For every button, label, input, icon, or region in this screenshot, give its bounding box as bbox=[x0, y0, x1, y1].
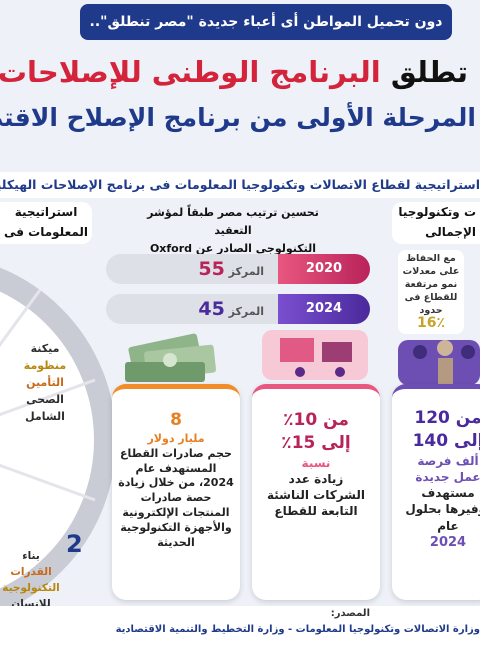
wheel-item: ميكنة منظومة التأمين الصحى الشامل bbox=[10, 340, 80, 425]
wheel-divider bbox=[0, 289, 42, 348]
title-line-2: المرحلة الأولى من برنامج الإصلاح الاقتصا… bbox=[0, 103, 476, 132]
wheel-item-line: الصحى bbox=[26, 393, 64, 406]
wheel-divider bbox=[0, 463, 96, 502]
card-unit: نسبة bbox=[301, 455, 331, 470]
left-header-line: استراتيجية bbox=[14, 205, 78, 219]
left-header-line: المعلومات فى bbox=[3, 225, 89, 239]
right-header-line: الإجمالى bbox=[425, 225, 476, 239]
card-year: 2024 bbox=[429, 534, 467, 550]
title-highlight: البرنامج الوطنى للإصلاحات الهيكلية bbox=[0, 55, 381, 89]
wheel-number: 2 bbox=[66, 530, 83, 558]
card-figure: 8 bbox=[170, 410, 182, 430]
card-text: حجم صادرات القطاع المستهدف عام 2024، من … bbox=[118, 446, 234, 549]
growth-rate: 16٪ bbox=[416, 315, 446, 331]
card-text: مستهدف توفيرها بحلول عام bbox=[405, 486, 480, 533]
startup-illustration bbox=[262, 330, 368, 380]
card-unit: مليار دولار bbox=[147, 431, 205, 445]
wheel-item-line: الشامل bbox=[25, 410, 65, 423]
ranking-value: المركز 55 bbox=[106, 254, 278, 284]
wheel-item-line: بناء bbox=[22, 550, 40, 562]
card-unit: ألف فرصة عمل جديدة bbox=[415, 453, 480, 485]
top-banner: دون تحميل المواطن أى أعباء جديدة "مصر تن… bbox=[80, 4, 452, 40]
footer: المصدر: وزارة الاتصالات وتكنولوجيا المعل… bbox=[0, 606, 480, 650]
source-text: وزارة الاتصالات وتكنولوجيا المعلومات - و… bbox=[115, 624, 480, 635]
right-header-line: ت وتكنولوجيا bbox=[398, 205, 476, 219]
card-figure: إلى 140 bbox=[412, 430, 480, 451]
ranking-year: 2020 bbox=[278, 254, 370, 284]
card-figure: إلى 15٪ bbox=[281, 432, 351, 453]
wheel-item-line: التأمين bbox=[26, 376, 64, 389]
ranking-pill: 2020 المركز 55 bbox=[106, 254, 370, 284]
people-illustration bbox=[398, 340, 480, 385]
wheel-item-line: القدرات bbox=[10, 566, 52, 578]
ranking-pill: 2024 المركز 45 bbox=[106, 294, 370, 324]
ranking-label: المركز bbox=[228, 305, 264, 318]
card-figure: من 10٪ bbox=[283, 410, 349, 430]
growth-note-text: مع الحفاظ على معدلات نمو مرتفعة للقطاع ف… bbox=[402, 253, 460, 316]
strategy-wheel bbox=[0, 267, 116, 613]
wheel-item-line: التكنولوجية bbox=[2, 582, 60, 594]
card-text: زيادة عدد الشركات الناشئة التابعة للقطاع bbox=[266, 472, 365, 519]
ranking-number: 55 bbox=[198, 258, 225, 280]
money-illustration bbox=[125, 333, 216, 382]
right-header: ت وتكنولوجيا الإجمالى bbox=[392, 202, 480, 244]
wheel-divider bbox=[0, 378, 96, 417]
exports-card: 8 مليار دولار حجم صادرات القطاع المستهدف… bbox=[112, 384, 240, 600]
wheel-item-line: منظومة bbox=[23, 359, 67, 372]
jobs-card: من 120 إلى 140 ألف فرصة عمل جديدة مستهدف… bbox=[392, 384, 480, 600]
card-figure: من 120 bbox=[414, 408, 480, 428]
wheel-item-line: ميكنة bbox=[30, 342, 60, 355]
subtitle-strip: استراتيجية لقطاع الاتصالات وتكنولوجيا ال… bbox=[0, 172, 480, 198]
ranking-label: المركز bbox=[228, 265, 264, 278]
ranking-year: 2024 bbox=[278, 294, 370, 324]
ranking-number: 45 bbox=[198, 298, 225, 320]
ranking-header-line: تحسين ترتيب مصر طبقاً لمؤشر التعقيد bbox=[147, 206, 319, 237]
title-line-1: تطلق البرنامج الوطنى للإصلاحات الهيكلية bbox=[0, 50, 480, 94]
ranking-value: المركز 45 bbox=[106, 294, 278, 324]
left-header: استراتيجية المعلومات فى bbox=[0, 202, 92, 244]
source-label: المصدر: bbox=[330, 608, 370, 619]
title-word: تطلق bbox=[390, 55, 468, 89]
startups-card: من 10٪ إلى 15٪ نسبة زيادة عدد الشركات ال… bbox=[252, 384, 380, 600]
growth-note: مع الحفاظ على معدلات نمو مرتفعة للقطاع ف… bbox=[398, 250, 464, 334]
